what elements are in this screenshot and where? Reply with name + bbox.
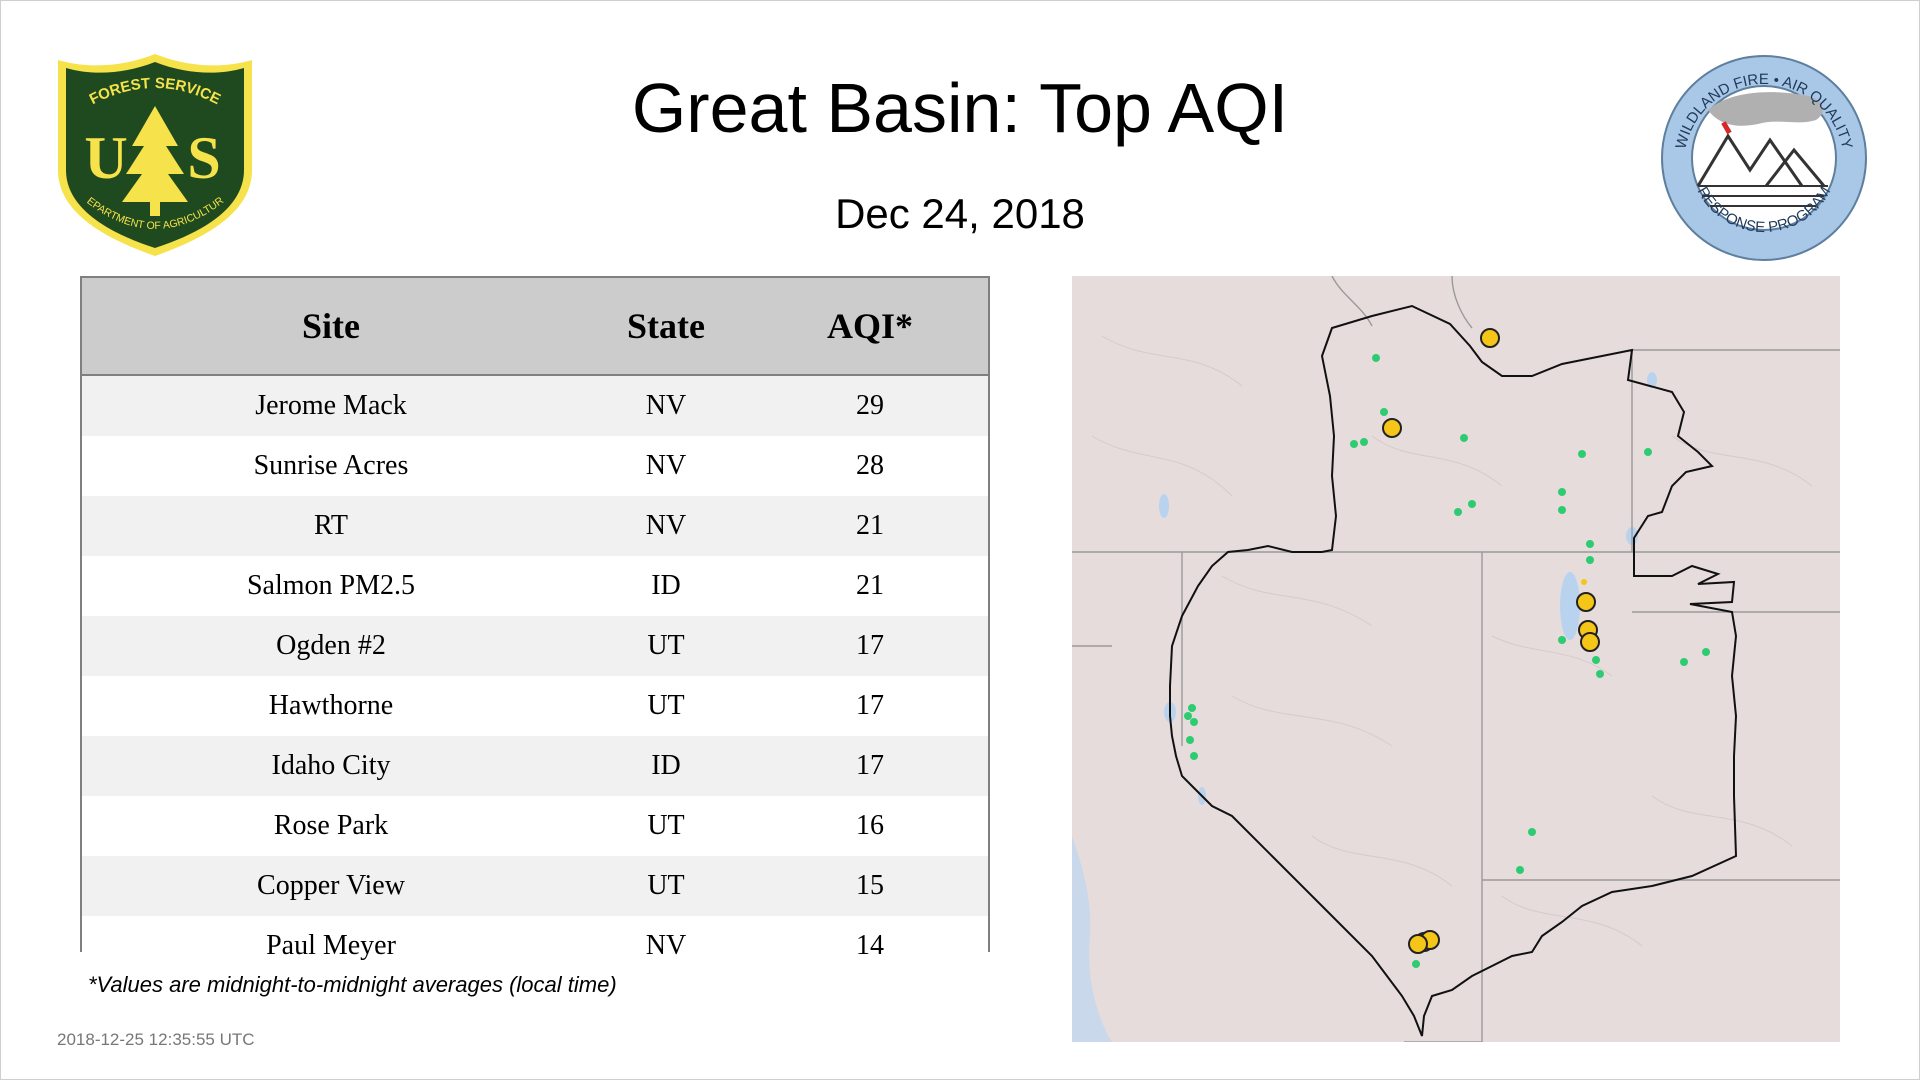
table-row: Hawthorne UT 17 [82,676,988,736]
usfs-left-letter: U [84,125,127,191]
aqi-cell: 28 [752,436,988,496]
table-row: Ogden #2 UT 17 [82,616,988,676]
site-cell: Sunrise Acres [82,436,580,496]
table-row: Sunrise Acres NV 28 [82,436,988,496]
table-header-row: Site State AQI* [82,278,988,376]
site-cell: RT [82,496,580,556]
column-header-aqi: AQI* [752,278,988,376]
generated-timestamp: 2018-12-25 12:35:55 UTC [57,1030,255,1049]
footnote: *Values are midnight-to-midnight average… [88,972,617,997]
column-header-state: State [580,278,752,376]
table-row: Paul Meyer NV 14 [82,916,988,976]
state-cell: ID [580,556,752,616]
aqi-table: Site State AQI* Jerome Mack NV 29 Sunris… [80,276,990,976]
aqi-cell: 17 [752,736,988,796]
usfs-right-letter: S [187,125,220,191]
state-cell: NV [580,436,752,496]
table-row: Jerome Mack NV 29 [82,375,988,436]
aqi-cell: 17 [752,676,988,736]
site-cell: Rose Park [82,796,580,856]
report-date: Dec 24, 2018 [835,190,1085,237]
state-cell: UT [580,676,752,736]
table-row: Rose Park UT 16 [82,796,988,856]
aqi-cell: 15 [752,856,988,916]
aqi-cell: 16 [752,796,988,856]
table-row: RT NV 21 [82,496,988,556]
aqi-cell: 21 [752,556,988,616]
state-cell: ID [580,736,752,796]
aqi-cell: 21 [752,496,988,556]
great-basin-map-icon [1072,276,1840,1042]
site-cell: Ogden #2 [82,616,580,676]
aqi-cell: 14 [752,916,988,976]
aqi-cell: 29 [752,375,988,436]
forest-service-shield-icon: FOREST SERVICE U S DEPARTMENT OF AGRICUL… [50,50,252,256]
state-cell: NV [580,496,752,556]
site-cell: Salmon PM2.5 [82,556,580,616]
wildland-fire-air-quality-icon: WILDLAND FIRE • AIR QUALITY RESPONSE PRO… [1661,55,1867,261]
page-title: Great Basin: Top AQI [631,69,1289,147]
column-header-site: Site [82,278,580,376]
site-cell: Jerome Mack [82,375,580,436]
pine-tree-icon [122,106,188,202]
state-cell: NV [580,916,752,976]
site-cell: Paul Meyer [82,916,580,976]
table-row: Copper View UT 15 [82,856,988,916]
state-cell: UT [580,796,752,856]
state-cell: UT [580,616,752,676]
state-cell: NV [580,375,752,436]
table-row: Salmon PM2.5 ID 21 [82,556,988,616]
site-cell: Hawthorne [82,676,580,736]
aqi-cell: 17 [752,616,988,676]
table-row: Idaho City ID 17 [82,736,988,796]
site-cell: Copper View [82,856,580,916]
state-cell: UT [580,856,752,916]
site-cell: Idaho City [82,736,580,796]
